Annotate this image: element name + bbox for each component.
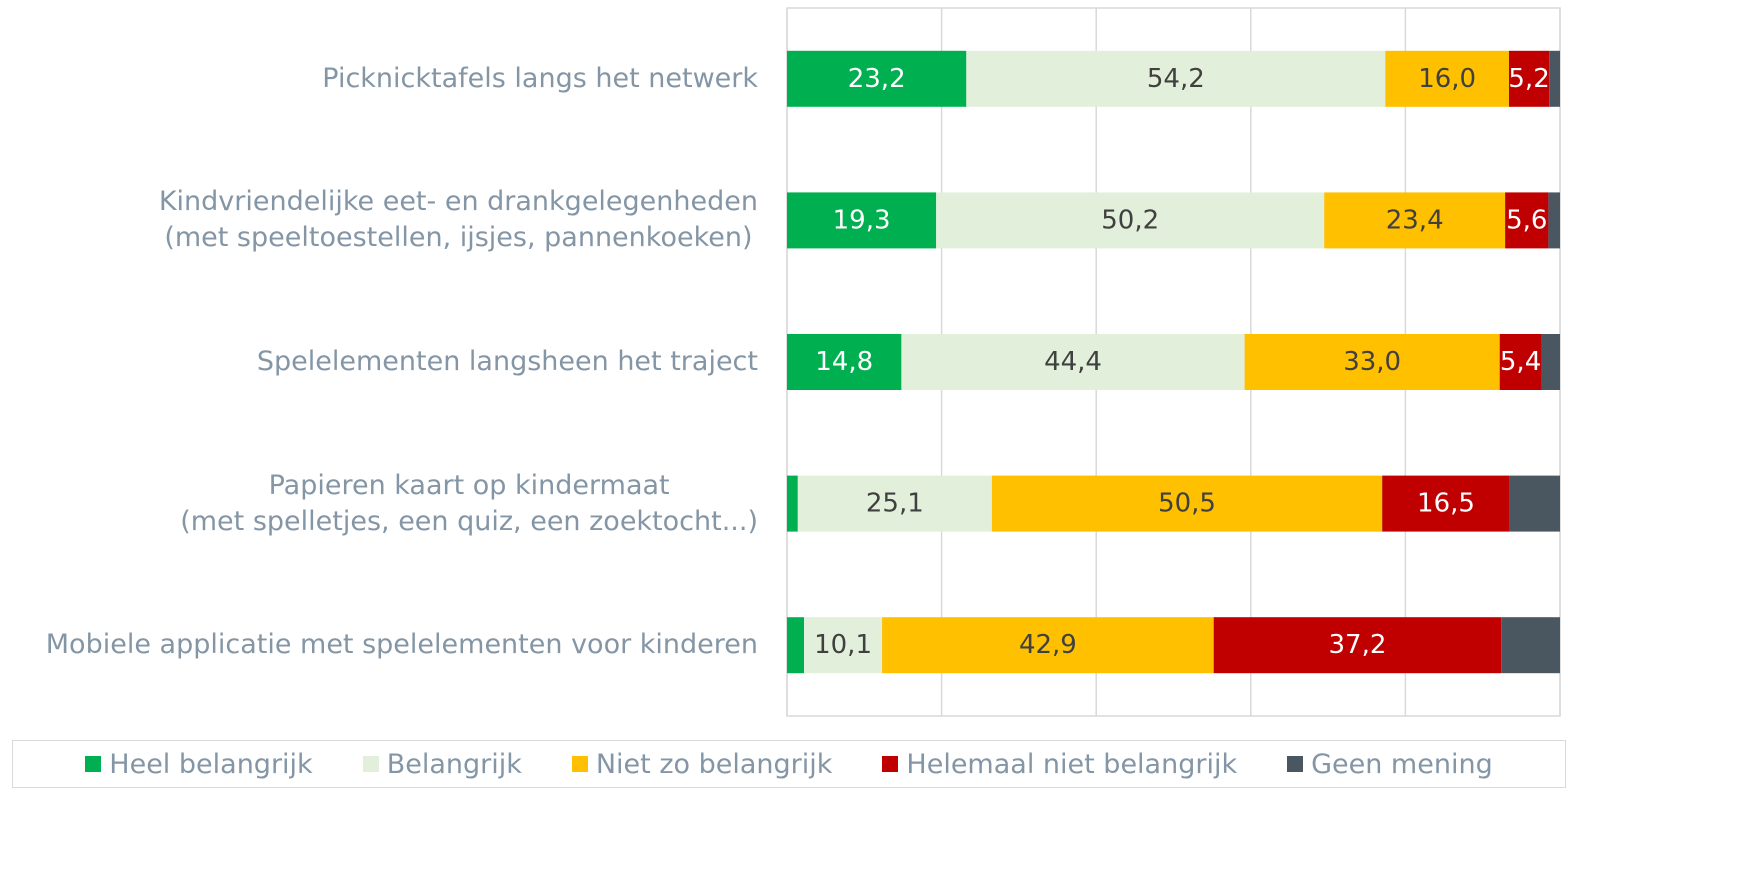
bar-segment — [1505, 192, 1549, 249]
bar-segment — [1501, 617, 1560, 674]
bar-segment — [1508, 50, 1550, 107]
data-label: 44,4 — [1044, 347, 1102, 377]
bar-segment — [1541, 334, 1560, 390]
bar-segment — [882, 617, 1214, 674]
legend-label: Geen mening — [1311, 748, 1493, 780]
bar-segment — [966, 50, 1386, 107]
bar-segment — [797, 475, 992, 532]
legend: Heel belangrijk Belangrijk Niet zo belangr… — [12, 740, 1566, 788]
bar-segment — [787, 192, 937, 249]
data-label: 33,0 — [1343, 347, 1401, 377]
data-label: 23,4 — [1386, 205, 1444, 235]
data-label: 37,2 — [1329, 630, 1387, 660]
category-label: Kindvriendelijke eet- en drankgelegenhed… — [158, 186, 758, 254]
bar-segment — [936, 192, 1325, 249]
legend-label: Helemaal niet belangrijk — [906, 748, 1238, 780]
category-label: Spelelementen langsheen het traject — [256, 346, 758, 377]
data-label: 5,4 — [1500, 347, 1541, 377]
data-label: 14,8 — [815, 347, 873, 377]
data-label: 50,2 — [1101, 205, 1159, 235]
data-label: 10,1 — [814, 630, 872, 660]
legend-swatch — [882, 756, 899, 772]
bar-segment — [1213, 617, 1502, 674]
legend-swatch — [362, 756, 379, 772]
data-label: 16,0 — [1418, 64, 1476, 94]
legend-item: Heel belangrijk — [85, 748, 313, 780]
data-label: 5,6 — [1506, 205, 1547, 235]
legend-item: Helemaal niet belangrijk — [882, 749, 1237, 780]
chart: 23,2 54,2 16,0 5,2 19,3 50,2 23,4 5,6 14,8 44,4 33… — [786, 7, 1561, 717]
bar-segment — [787, 334, 902, 390]
data-label: 5,2 — [1508, 64, 1549, 94]
category-label: Picknicktafels langs het netwerk — [322, 62, 758, 94]
bar-segment — [1382, 475, 1510, 532]
bar-segment — [1324, 192, 1506, 249]
legend-item: Belangrijk — [362, 748, 522, 780]
bar-segment — [901, 334, 1245, 390]
data-label: 50,5 — [1158, 489, 1216, 519]
bar-segment — [1548, 192, 1560, 249]
category-label: Mobiele applicatie met spelelementen voo… — [45, 629, 758, 661]
bar-segment — [991, 475, 1383, 532]
bar-segment — [1499, 334, 1542, 390]
legend-swatch — [571, 756, 588, 772]
data-label: 19,3 — [833, 205, 891, 235]
data-label: 16,5 — [1417, 489, 1475, 519]
bar-segment — [787, 475, 798, 532]
legend-label: Niet zo belangrijk — [595, 748, 833, 780]
bar-segment — [804, 617, 883, 674]
legend-item: Geen mening — [1287, 749, 1493, 780]
bar-segment — [787, 50, 967, 107]
bar-segment — [1549, 50, 1560, 107]
data-label: 54,2 — [1147, 64, 1205, 94]
category-label: Papieren kaart op kindermaat (met spelle… — [180, 469, 758, 537]
bar-segment — [1244, 334, 1500, 390]
bar-segment — [1385, 50, 1509, 107]
data-label: 42,9 — [1019, 630, 1077, 660]
legend-swatch — [1287, 756, 1304, 772]
legend-label: Belangrijk — [386, 748, 522, 780]
legend-label: Heel belangrijk — [109, 748, 313, 780]
bar-segment — [1509, 475, 1560, 532]
legend-swatch — [85, 756, 102, 772]
data-label: 25,1 — [866, 489, 924, 519]
bar-segment — [787, 617, 805, 674]
data-label: 23,2 — [848, 64, 906, 94]
legend-item: Niet zo belangrijk — [571, 748, 833, 780]
